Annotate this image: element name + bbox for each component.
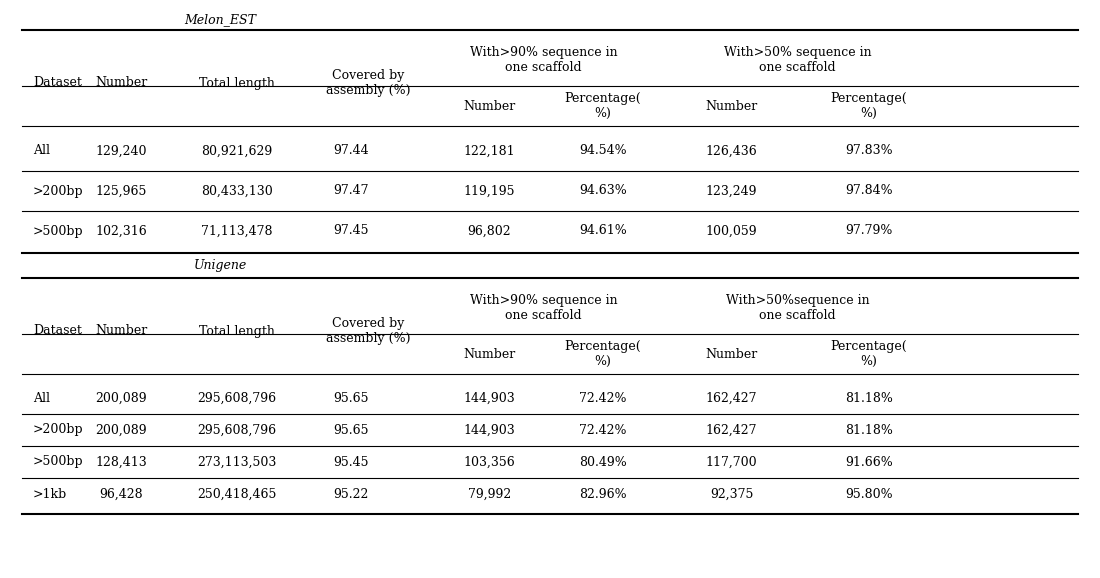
Text: Melon_EST: Melon_EST	[184, 13, 256, 27]
Text: 97.45: 97.45	[333, 224, 369, 238]
Text: 96,802: 96,802	[468, 224, 512, 238]
Text: 95.22: 95.22	[333, 487, 369, 501]
Text: 117,700: 117,700	[706, 455, 757, 469]
Text: 103,356: 103,356	[463, 455, 516, 469]
Text: Covered by
assembly (%): Covered by assembly (%)	[327, 69, 410, 97]
Text: Dataset: Dataset	[33, 324, 81, 338]
Text: Number: Number	[705, 347, 758, 361]
Text: 81.18%: 81.18%	[845, 391, 893, 405]
Text: Percentage(
%): Percentage( %)	[830, 340, 908, 368]
Text: >200bp: >200bp	[33, 184, 84, 198]
Text: Number: Number	[463, 347, 516, 361]
Text: 97.83%: 97.83%	[845, 144, 893, 157]
Text: All: All	[33, 144, 50, 157]
Text: 250,418,465: 250,418,465	[197, 487, 276, 501]
Text: Number: Number	[705, 99, 758, 113]
Text: >200bp: >200bp	[33, 424, 84, 436]
Text: 295,608,796: 295,608,796	[197, 391, 276, 405]
Text: 97.47: 97.47	[333, 184, 369, 198]
Text: 82.96%: 82.96%	[579, 487, 627, 501]
Text: 95.80%: 95.80%	[845, 487, 893, 501]
Text: 126,436: 126,436	[705, 144, 758, 157]
Text: 94.61%: 94.61%	[579, 224, 627, 238]
Text: All: All	[33, 391, 50, 405]
Text: With>50% sequence in
one scaffold: With>50% sequence in one scaffold	[724, 46, 871, 74]
Text: 72.42%: 72.42%	[579, 391, 627, 405]
Text: 119,195: 119,195	[464, 184, 515, 198]
Text: Number: Number	[95, 324, 147, 338]
Text: Percentage(
%): Percentage( %)	[564, 92, 641, 120]
Text: 123,249: 123,249	[706, 184, 757, 198]
Text: >1kb: >1kb	[33, 487, 67, 501]
Text: Total length: Total length	[199, 324, 274, 338]
Text: 100,059: 100,059	[706, 224, 757, 238]
Text: 144,903: 144,903	[463, 391, 516, 405]
Text: 128,413: 128,413	[95, 455, 147, 469]
Text: 162,427: 162,427	[706, 424, 757, 436]
Text: Number: Number	[463, 99, 516, 113]
Text: 95.45: 95.45	[333, 455, 369, 469]
Text: 295,608,796: 295,608,796	[197, 424, 276, 436]
Text: 81.18%: 81.18%	[845, 424, 893, 436]
Text: >500bp: >500bp	[33, 224, 84, 238]
Text: Unigene: Unigene	[194, 260, 246, 272]
Text: With>90% sequence in
one scaffold: With>90% sequence in one scaffold	[470, 294, 617, 322]
Text: 200,089: 200,089	[96, 424, 146, 436]
Text: 129,240: 129,240	[96, 144, 146, 157]
Text: 97.79%: 97.79%	[845, 224, 893, 238]
Text: >500bp: >500bp	[33, 455, 84, 469]
Text: With>50%sequence in
one scaffold: With>50%sequence in one scaffold	[726, 294, 869, 322]
Text: 102,316: 102,316	[95, 224, 147, 238]
Text: 97.84%: 97.84%	[845, 184, 893, 198]
Text: Percentage(
%): Percentage( %)	[564, 340, 641, 368]
Text: Covered by
assembly (%): Covered by assembly (%)	[327, 317, 410, 345]
Text: 95.65: 95.65	[333, 391, 369, 405]
Text: 80.49%: 80.49%	[579, 455, 627, 469]
Text: 72.42%: 72.42%	[579, 424, 627, 436]
Text: 79,992: 79,992	[468, 487, 512, 501]
Text: 94.63%: 94.63%	[579, 184, 627, 198]
Text: Number: Number	[95, 76, 147, 90]
Text: 162,427: 162,427	[706, 391, 757, 405]
Text: 122,181: 122,181	[464, 144, 515, 157]
Text: 94.54%: 94.54%	[579, 144, 627, 157]
Text: With>90% sequence in
one scaffold: With>90% sequence in one scaffold	[470, 46, 617, 74]
Text: 125,965: 125,965	[96, 184, 146, 198]
Text: 71,113,478: 71,113,478	[200, 224, 273, 238]
Text: 91.66%: 91.66%	[845, 455, 893, 469]
Text: 97.44: 97.44	[333, 144, 369, 157]
Text: 200,089: 200,089	[96, 391, 146, 405]
Text: 80,433,130: 80,433,130	[200, 184, 273, 198]
Text: 80,921,629: 80,921,629	[201, 144, 272, 157]
Text: Total length: Total length	[199, 76, 274, 90]
Text: Dataset: Dataset	[33, 76, 81, 90]
Text: 92,375: 92,375	[710, 487, 754, 501]
Text: 144,903: 144,903	[463, 424, 516, 436]
Text: Percentage(
%): Percentage( %)	[830, 92, 908, 120]
Text: 96,428: 96,428	[99, 487, 143, 501]
Text: 95.65: 95.65	[333, 424, 369, 436]
Text: 273,113,503: 273,113,503	[197, 455, 276, 469]
